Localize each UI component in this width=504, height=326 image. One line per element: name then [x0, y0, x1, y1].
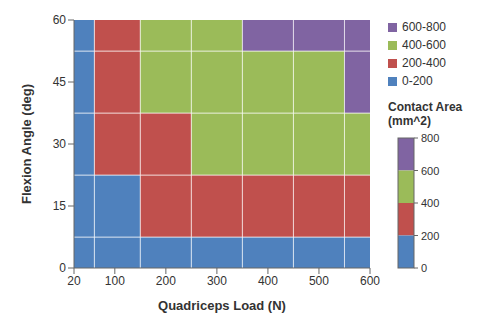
svg-text:800: 800	[421, 132, 439, 144]
svg-text:0: 0	[421, 262, 427, 274]
svg-text:30: 30	[53, 137, 67, 151]
svg-text:500: 500	[309, 274, 329, 288]
svg-text:45: 45	[53, 75, 67, 89]
svg-text:0: 0	[59, 261, 66, 275]
svg-text:Quadriceps Load (N): Quadriceps Load (N)	[158, 298, 286, 313]
html-text:0-200: 0-200	[402, 74, 433, 88]
html-text:400-600: 400-600	[402, 38, 446, 52]
svg-text:200: 200	[156, 274, 176, 288]
svg-text:15: 15	[53, 199, 67, 213]
svg-text:20: 20	[67, 274, 81, 288]
svg-text:600: 600	[360, 274, 380, 288]
svg-text:200: 200	[421, 230, 439, 242]
svg-text:400: 400	[258, 274, 278, 288]
html-text:600-800: 600-800	[402, 20, 446, 34]
svg-text:Flexion Angle (deg): Flexion Angle (deg)	[19, 84, 34, 204]
svg-text:400: 400	[421, 197, 439, 209]
svg-text:600: 600	[421, 165, 439, 177]
svg-text:300: 300	[207, 274, 227, 288]
svg-text:100: 100	[105, 274, 125, 288]
svg-text:60: 60	[53, 13, 67, 27]
html-text:200-400: 200-400	[402, 56, 446, 70]
html-text:Contact Area (mm^2): Contact Area (mm^2)	[388, 100, 463, 128]
